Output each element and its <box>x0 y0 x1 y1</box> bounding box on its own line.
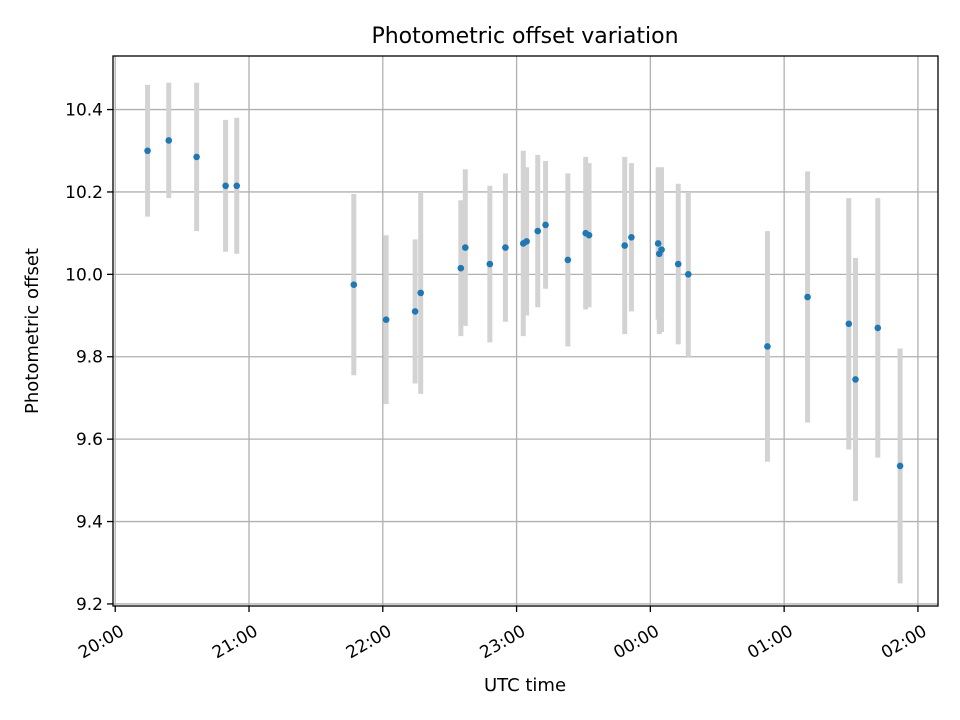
data-point <box>457 264 465 272</box>
y-tick-label: 10.0 <box>65 265 103 285</box>
chart-title: Photometric offset variation <box>371 24 678 49</box>
data-point <box>534 227 542 235</box>
y-tick-label: 9.4 <box>76 513 103 533</box>
data-point <box>564 256 572 264</box>
data-point <box>684 271 692 278</box>
data-point <box>764 343 771 350</box>
data-point <box>350 281 358 288</box>
data-point <box>542 221 549 229</box>
data-point <box>628 233 635 241</box>
data-point <box>222 182 229 190</box>
data-point <box>417 289 425 297</box>
data-point <box>845 320 853 328</box>
x-axis-label: UTC time <box>484 675 566 696</box>
data-point <box>144 147 151 155</box>
data-point <box>658 246 665 253</box>
data-point <box>193 153 200 161</box>
plot-frame <box>112 55 939 607</box>
data-point <box>874 324 882 332</box>
data-point <box>523 238 530 245</box>
data-point <box>674 260 682 268</box>
y-axis-label: Photometric offset <box>22 248 43 414</box>
y-tick-label: 10.2 <box>65 183 103 203</box>
data-point <box>165 137 173 144</box>
data-point <box>654 240 662 247</box>
y-tick-label: 9.8 <box>76 348 103 368</box>
data-point <box>486 260 494 268</box>
data-point <box>461 244 469 251</box>
data-point <box>621 242 629 249</box>
data-point <box>804 293 811 301</box>
y-tick-label: 9.6 <box>76 430 103 450</box>
data-point <box>852 376 859 383</box>
data-point <box>585 231 593 239</box>
data-point <box>233 182 241 190</box>
data-points <box>144 137 904 470</box>
data-point <box>382 316 390 323</box>
data-point <box>502 244 509 251</box>
y-tick-label: 10.4 <box>65 101 103 121</box>
data-point <box>896 462 904 470</box>
data-point <box>411 308 419 315</box>
y-axis: 9.2 9.4 9.6 9.8 10.0 10.2 10.4 <box>65 101 113 615</box>
y-tick-label: 9.2 <box>76 595 103 615</box>
